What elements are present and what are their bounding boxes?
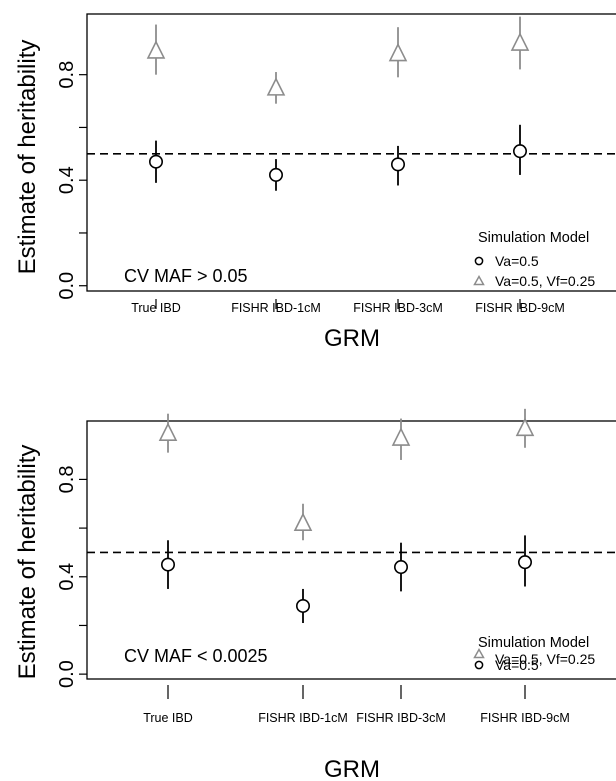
y-axis-title: Estimate of heritability xyxy=(14,445,41,680)
legend-title: Simulation Model xyxy=(478,230,589,246)
y-tick-label: 0.0 xyxy=(56,272,78,300)
point-circle xyxy=(517,555,532,570)
legend-circle-marker xyxy=(474,660,484,670)
legend-triangle-marker xyxy=(473,647,485,659)
point-circle xyxy=(393,560,408,575)
y-tick-label: 0.4 xyxy=(56,166,78,194)
y-tick-label: 0.8 xyxy=(56,61,78,89)
point-circle xyxy=(390,157,405,172)
point-triangle xyxy=(293,512,313,532)
legend: Simulation Model Va=0.5 Va=0.5, Vf=0.25 xyxy=(473,230,595,289)
point-triangle xyxy=(388,42,408,62)
point-circle xyxy=(161,557,176,572)
point-triangle xyxy=(158,422,178,441)
point-triangle xyxy=(515,417,535,437)
x-tick-label: FISHR IBD-9cM xyxy=(475,301,565,315)
y-tick-label: 0.4 xyxy=(56,563,78,591)
x-tick-label: FISHR IBD-3cM xyxy=(356,711,446,725)
point-triangle xyxy=(266,77,286,96)
legend-label-series-1: Va=0.5 xyxy=(495,253,539,269)
panel-top: Estimate of heritability GRM CV MAF > 0.… xyxy=(14,13,616,352)
x-tick-label: FISHR IBD-3cM xyxy=(353,301,443,315)
x-tick-label: FISHR IBD-1cM xyxy=(258,711,348,725)
x-tick-label: FISHR IBD-9cM xyxy=(480,711,570,725)
point-circle xyxy=(268,167,283,182)
legend-label-series-2: Va=0.5, Vf=0.25 xyxy=(495,273,595,289)
y-tick-label: 0.0 xyxy=(56,660,78,688)
condition-annotation: CV MAF > 0.05 xyxy=(124,266,248,286)
y-axis-title: Estimate of heritability xyxy=(14,40,41,275)
x-axis-title: GRM xyxy=(324,325,380,352)
point-circle xyxy=(149,154,164,169)
x-tick-label: True IBD xyxy=(131,301,181,315)
point-circle xyxy=(512,144,527,159)
legend-triangle-marker xyxy=(473,274,485,286)
x-tick-label: True IBD xyxy=(143,711,193,725)
legend-title: Simulation Model xyxy=(478,635,589,651)
legend-label-series-2: Va=0.5, Vf=0.25 xyxy=(495,651,595,667)
point-triangle xyxy=(391,427,411,446)
x-axis-title: GRM xyxy=(324,756,380,781)
panel-bottom: Estimate of heritability GRM CV MAF < 0.… xyxy=(14,408,616,781)
legend-label-series-1: Va=0.5 xyxy=(495,657,539,673)
legend: Simulation Model Va=0.5 Va=0.5, Vf=0.25 xyxy=(473,635,595,673)
y-tick-label: 0.8 xyxy=(56,466,78,494)
plot-frame xyxy=(86,13,616,292)
point-triangle xyxy=(146,40,166,59)
x-tick-label: FISHR IBD-1cM xyxy=(231,301,321,315)
point-circle xyxy=(295,598,310,613)
point-triangle xyxy=(510,32,530,51)
condition-annotation: CV MAF < 0.0025 xyxy=(124,646,268,666)
plot-frame xyxy=(86,420,616,680)
legend-circle-marker xyxy=(474,256,484,266)
